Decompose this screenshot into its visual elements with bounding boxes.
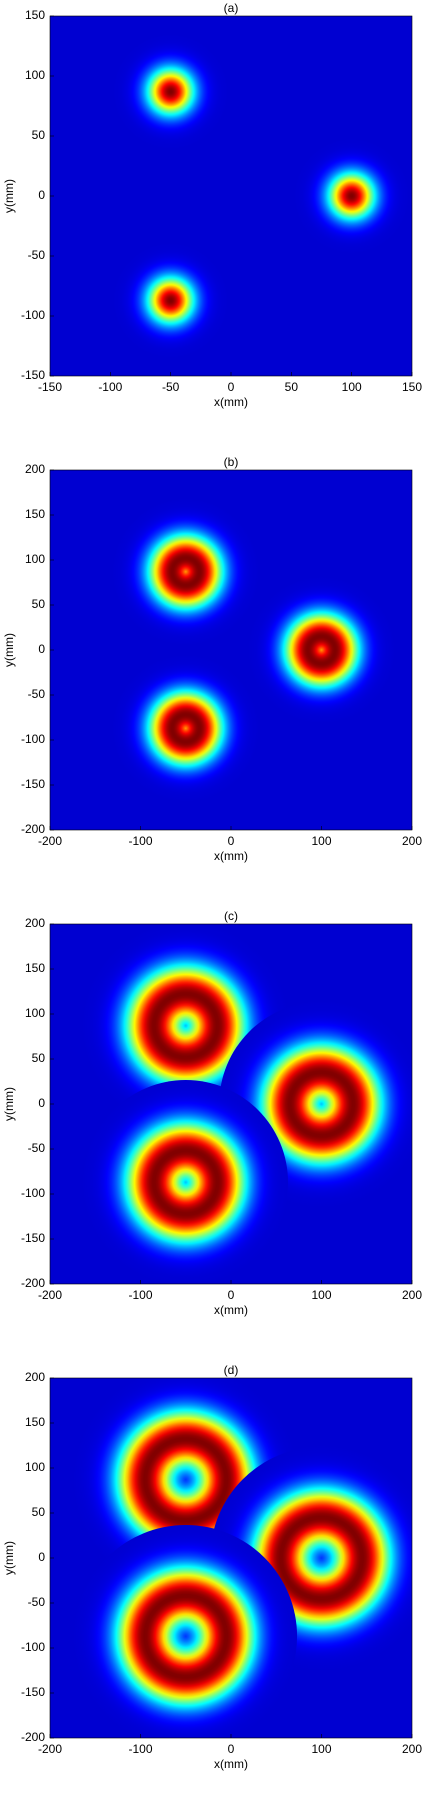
x-tick-label: -100: [128, 1288, 152, 1302]
y-tick-label: 200: [25, 462, 45, 476]
x-tick-label: 200: [402, 1742, 422, 1756]
chart-title: (d): [224, 1363, 239, 1377]
y-tick-label: -100: [21, 308, 45, 322]
y-tick-label: -150: [21, 368, 45, 382]
x-tick-label: -100: [98, 380, 122, 394]
y-tick-label: 50: [32, 128, 46, 142]
x-tick-label: 0: [228, 380, 235, 394]
x-axis-label: x(mm): [214, 1303, 248, 1317]
x-tick-label: 100: [311, 834, 331, 848]
y-tick-label: 50: [32, 1505, 46, 1519]
spots: [113, 499, 394, 801]
y-axis-label: y(mm): [2, 1541, 16, 1575]
intensity-spot: [113, 655, 259, 801]
x-tick-label: 200: [402, 834, 422, 848]
x-tick-label: -200: [38, 1742, 62, 1756]
spots: [74, 1378, 412, 1738]
y-tick-label: -100: [21, 1640, 45, 1654]
y-tick-label: -150: [21, 777, 45, 791]
x-tick-label: 50: [285, 380, 299, 394]
x-axis-label: x(mm): [214, 849, 248, 863]
x-tick-label: -100: [128, 834, 152, 848]
y-tick-label: -50: [28, 1595, 46, 1609]
x-tick-label: 100: [311, 1742, 331, 1756]
x-tick-label: 0: [228, 1742, 235, 1756]
x-tick-label: -200: [38, 1288, 62, 1302]
y-tick-label: 0: [38, 642, 45, 656]
y-tick-label: -50: [28, 687, 46, 701]
y-tick-label: -50: [28, 1141, 46, 1155]
intensity-spot: [74, 1525, 298, 1738]
chart-title: (b): [224, 455, 239, 469]
y-tick-label: 150: [25, 1415, 45, 1429]
y-tick-label: -100: [21, 1186, 45, 1200]
y-tick-label: 100: [25, 1006, 45, 1020]
intensity-spot: [114, 35, 228, 149]
x-tick-label: -200: [38, 834, 62, 848]
chart-title: (c): [224, 909, 238, 923]
chart-title: (a): [224, 1, 239, 15]
y-tick-label: 100: [25, 68, 45, 82]
y-axis-label: y(mm): [2, 633, 16, 667]
y-tick-label: 0: [38, 1096, 45, 1110]
y-tick-label: 100: [25, 552, 45, 566]
x-tick-label: 150: [402, 380, 422, 394]
y-tick-label: -100: [21, 732, 45, 746]
x-tick-label: 100: [311, 1288, 331, 1302]
y-tick-label: 150: [25, 961, 45, 975]
x-tick-label: 0: [228, 834, 235, 848]
y-axis-label: y(mm): [2, 179, 16, 213]
x-tick-label: 200: [402, 1288, 422, 1302]
spots: [114, 35, 409, 357]
x-axis-label: x(mm): [214, 1757, 248, 1771]
y-tick-label: 50: [32, 597, 46, 611]
x-tick-label: 100: [342, 380, 362, 394]
y-axis-label: y(mm): [2, 1087, 16, 1121]
y-tick-label: 100: [25, 1460, 45, 1474]
x-axis-label: x(mm): [214, 395, 248, 409]
intensity-spot: [83, 1080, 288, 1284]
y-tick-label: 0: [38, 188, 45, 202]
y-tick-label: -200: [21, 1730, 45, 1744]
y-tick-label: -200: [21, 822, 45, 836]
intensity-spot: [114, 243, 228, 357]
y-tick-label: 150: [25, 8, 45, 22]
intensity-spot: [249, 577, 394, 723]
y-tick-label: 200: [25, 1370, 45, 1384]
y-tick-label: 50: [32, 1051, 46, 1065]
y-tick-label: 150: [25, 507, 45, 521]
x-tick-label: -50: [162, 380, 180, 394]
y-tick-label: 0: [38, 1550, 45, 1564]
y-tick-label: -150: [21, 1685, 45, 1699]
x-tick-label: -100: [128, 1742, 152, 1756]
intensity-spot: [295, 139, 409, 253]
x-tick-label: -150: [38, 380, 62, 394]
spots: [83, 924, 412, 1284]
y-tick-label: 200: [25, 916, 45, 930]
intensity-spot: [113, 499, 259, 645]
y-tick-label: -200: [21, 1276, 45, 1290]
x-tick-label: 0: [228, 1288, 235, 1302]
y-tick-label: -150: [21, 1231, 45, 1245]
y-tick-label: -50: [28, 248, 46, 262]
